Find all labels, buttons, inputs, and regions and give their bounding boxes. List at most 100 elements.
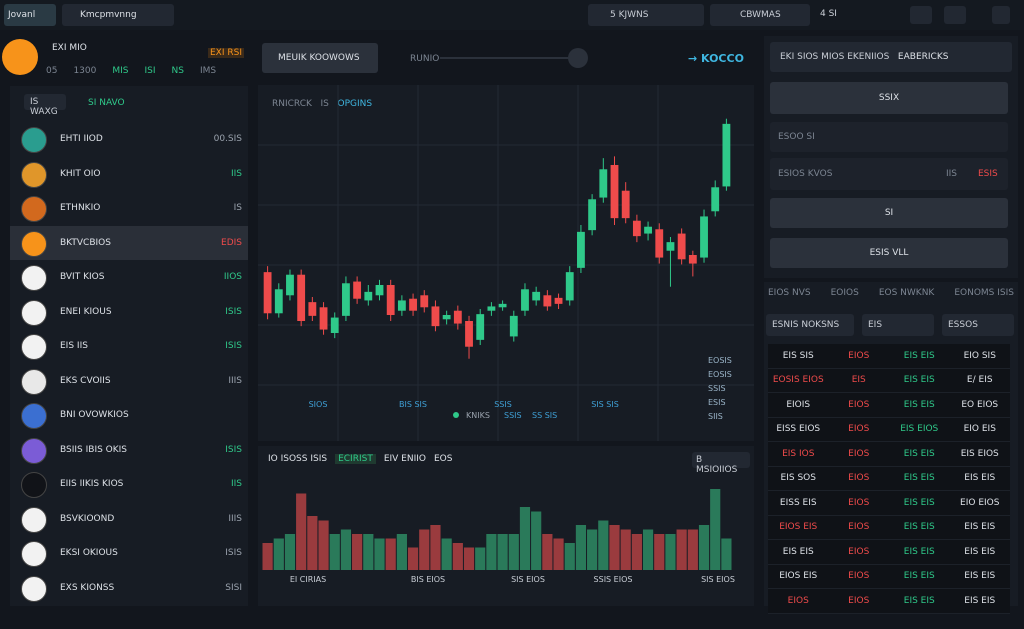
- order-panel: EKI SIOS MIOS EKENIIOS EABERICKS SSIX ES…: [764, 36, 1018, 278]
- stats: 05 1300 MIS ISI NS IMS: [46, 66, 216, 76]
- volume-label: SSIS EIOS: [594, 575, 633, 584]
- volume-bar: [463, 547, 475, 570]
- orderbook-cell: EIS EIS: [903, 399, 935, 410]
- coin-name: BNI OVOWKIOS: [60, 410, 129, 420]
- pair-select[interactable]: EKI SIOS MIOS EKENIIOS EABERICKS: [770, 42, 1012, 72]
- chart-tab[interactable]: MEUIK KOOWOWS: [262, 43, 378, 73]
- candle-body: [364, 291, 373, 301]
- coin-icon: [21, 541, 47, 567]
- coin-row[interactable]: BSIIS IBIS OKIS ISIS: [10, 433, 248, 468]
- coin-row[interactable]: BSVKIOOND IIIS: [10, 502, 248, 537]
- button-label: SI: [884, 208, 894, 218]
- candle-body: [599, 169, 608, 198]
- candle-body: [342, 283, 350, 316]
- coin-name: EIIS IIKIS KIOS: [60, 479, 124, 489]
- orderbook-filter[interactable]: EIS: [862, 314, 934, 336]
- orderbook-cell: EIOIS: [786, 399, 811, 410]
- field[interactable]: CBWMAS: [710, 4, 810, 26]
- coin-icon: [21, 472, 47, 498]
- coin-row[interactable]: EIIS IIKIS KIOS IIS: [10, 467, 248, 502]
- coin-row[interactable]: EIS IIS ISIS: [10, 329, 248, 364]
- volume-label: SIS EIOS: [701, 575, 735, 584]
- volume-bar: [542, 534, 553, 570]
- badge: EXI RSI: [208, 48, 244, 58]
- volume-bar: [396, 534, 407, 570]
- orderbook-filter[interactable]: ESNIS NOKSNS: [766, 314, 854, 336]
- orderbook-cell: EIS EIS: [903, 497, 935, 508]
- buy-button[interactable]: SSIX: [770, 82, 1008, 114]
- icon-button[interactable]: [992, 6, 1010, 24]
- orderbook-cell: EIS IOS: [782, 448, 815, 459]
- orderbook-row: EIOS EIS EIOS EIS EIS EIS EIS: [768, 565, 1010, 589]
- chart-tab-label[interactable]: RUNIO: [410, 54, 440, 64]
- orderbook-tab[interactable]: EONOMS ISIS: [954, 288, 1014, 298]
- candle-body: [588, 199, 597, 231]
- field[interactable]: 4 SI: [820, 9, 837, 19]
- volume-tab[interactable]: IO ISOSS ISIS: [268, 454, 328, 464]
- tab[interactable]: Jovanl: [4, 4, 56, 26]
- orderbook-row: EIS SIS EIOS EIS EIS EIO SIS: [768, 344, 1010, 369]
- stat: 1300: [73, 66, 97, 76]
- volume-bar: [475, 547, 486, 570]
- volume-bar: [486, 534, 497, 570]
- icon-button[interactable]: [910, 6, 932, 24]
- orderbook-cell: EIS EIOS: [900, 424, 939, 435]
- side-label: EABERICKS: [897, 52, 949, 62]
- coin-row[interactable]: ENEI KIOUS ISIS: [10, 295, 248, 330]
- field-label: CBWMAS: [740, 10, 781, 20]
- coin-name: BSIIS IBIS OKIS: [60, 444, 128, 455]
- candle-body: [442, 315, 451, 320]
- candle-body: [487, 306, 496, 311]
- marker-dot: [453, 412, 459, 418]
- candle-body: [509, 315, 518, 337]
- coin-value: ISIS: [225, 548, 242, 558]
- coin-value: ISIS: [225, 306, 242, 317]
- orderbook-cell: EIOS: [848, 473, 870, 484]
- orderbook-filter[interactable]: ESSOS: [942, 314, 1014, 336]
- field-label: 5 KJWNS: [610, 10, 649, 20]
- amount-input[interactable]: ESOO SI: [770, 122, 1008, 152]
- slider-knob[interactable]: [568, 48, 588, 68]
- chart-tab-label: MEUIK KOOWOWS: [278, 53, 360, 63]
- volume-action[interactable]: B MSIOIIOS: [692, 452, 750, 475]
- coin-row[interactable]: BVIT KIOS IIOS: [10, 260, 248, 295]
- candle-body: [722, 123, 731, 187]
- filter-label: IS WAXG: [30, 97, 58, 117]
- coin-row[interactable]: KHIT OIO IIS: [10, 157, 248, 192]
- orderbook-cell: E/ EIS: [966, 375, 993, 386]
- volume-tab[interactable]: EIV ENIIO: [383, 454, 426, 464]
- coin-value: SISI: [225, 582, 242, 593]
- slider: [440, 57, 580, 59]
- volume-tab[interactable]: EOS: [434, 454, 453, 464]
- orderbook-row: EIS EIS EIOS EIS EIS EIS EIS: [768, 540, 1010, 565]
- coin-row[interactable]: ETHNKIO IS: [10, 191, 248, 226]
- filter-chip[interactable]: IS WAXG: [24, 94, 66, 117]
- orderbook-tab[interactable]: EOS NWKNK: [878, 288, 935, 298]
- volume-tab[interactable]: ECIRIST: [335, 454, 376, 464]
- price-input[interactable]: ESIOS KVOS IIS ESIS: [770, 158, 1008, 190]
- price-label: EOSIS: [708, 356, 732, 365]
- coin-row[interactable]: BKTVCBIOS EDIS: [10, 225, 248, 260]
- orderbook-cell: EIO SIS: [963, 350, 996, 361]
- coin-row[interactable]: EXS KIONSS SISI: [10, 571, 248, 606]
- orderbook-tab[interactable]: EIOS NVS: [768, 288, 811, 298]
- volume-bar: [329, 534, 340, 570]
- field[interactable]: 5 KJWNS: [588, 4, 704, 26]
- orderbook-tab[interactable]: EOIOS: [830, 288, 859, 298]
- coin-row[interactable]: EKS CVOIIS IIIS: [10, 364, 248, 399]
- coin-row[interactable]: EKSI OKIOUS ISIS: [10, 536, 248, 571]
- orderbook-cell: EIS EIS: [903, 595, 935, 606]
- coin-row[interactable]: BNI OVOWKIOS: [10, 398, 248, 433]
- candle-body: [330, 317, 339, 333]
- coin-row[interactable]: EHTI IIOD 00.SIS: [10, 122, 248, 157]
- coin-icon: [21, 575, 47, 602]
- orderbook-cell: EIS EIS: [903, 473, 935, 484]
- sell-button[interactable]: ESIS VLL: [770, 238, 1008, 268]
- tab[interactable]: Kmcpmvnng: [62, 4, 174, 26]
- candle-body: [465, 321, 473, 347]
- confirm-button[interactable]: SI: [770, 198, 1008, 228]
- coin-icon: [21, 230, 47, 257]
- candle-body: [655, 229, 664, 258]
- candle-body: [286, 274, 294, 296]
- icon-button[interactable]: [944, 6, 966, 24]
